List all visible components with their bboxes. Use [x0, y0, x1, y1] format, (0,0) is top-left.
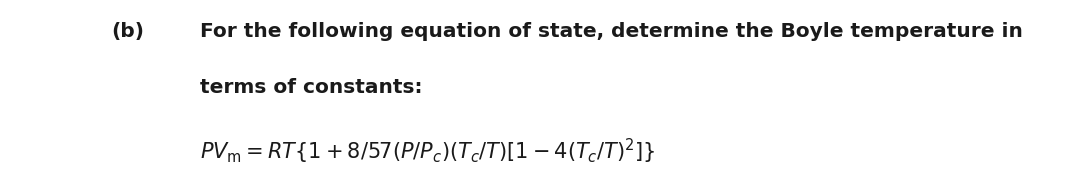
Text: terms of constants:: terms of constants:	[200, 78, 422, 97]
Text: (b): (b)	[111, 22, 144, 41]
Text: For the following equation of state, determine the Boyle temperature in: For the following equation of state, det…	[200, 22, 1023, 41]
Text: $PV_{\mathrm{m}} = RT\{1 + 8/57(P/P_c)(T_c/T)[1 - 4(T_c/T)^2]\}$: $PV_{\mathrm{m}} = RT\{1 + 8/57(P/P_c)(T…	[200, 137, 656, 166]
